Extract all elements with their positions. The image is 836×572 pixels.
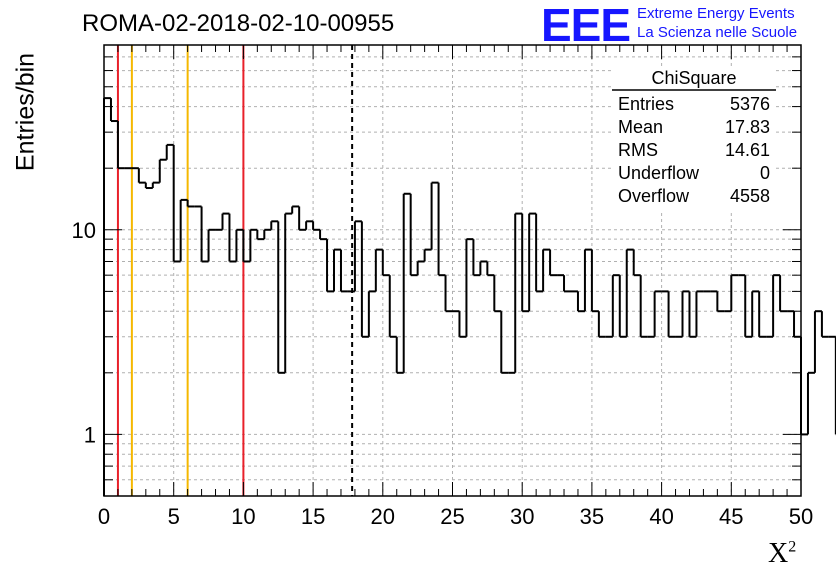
x-tick-label: 20 xyxy=(371,504,395,529)
x-tick-label: 40 xyxy=(649,504,673,529)
stats-row-label: Entries xyxy=(618,94,674,114)
y-tick-label: 10 xyxy=(72,218,96,243)
x-axis: 0 5 10 15 20 25 30 35 40 45 50 xyxy=(98,45,813,529)
x-tick-label: 15 xyxy=(301,504,325,529)
stats-row-label: RMS xyxy=(618,140,658,160)
logo-subtitle-line1: Extreme Energy Events xyxy=(637,5,795,22)
stats-row-value: 4558 xyxy=(730,186,770,206)
x-tick-label: 50 xyxy=(789,504,813,529)
stats-box: ChiSquare Entries 5376 Mean 17.83 RMS 14.61 Und… xyxy=(612,66,776,212)
stats-box-title: ChiSquare xyxy=(651,68,736,88)
stats-row-value: 0 xyxy=(760,163,770,183)
stats-row-label: Overflow xyxy=(618,186,690,206)
x-tick-label: 30 xyxy=(510,504,534,529)
stats-row-label: Underflow xyxy=(618,163,700,183)
stats-row-value: 14.61 xyxy=(725,140,770,160)
x-tick-label: 35 xyxy=(580,504,604,529)
y-axis: 1 10 xyxy=(72,44,801,497)
x-tick-label: 45 xyxy=(719,504,743,529)
x-tick-label: 0 xyxy=(98,504,110,529)
y-tick-label: 1 xyxy=(84,422,96,447)
eee-logo: EEE xyxy=(541,0,631,51)
page-title: ROMA-02-2018-02-10-00955 xyxy=(82,10,395,37)
x-axis-label-base: X xyxy=(768,538,789,569)
stats-row-value: 17.83 xyxy=(725,117,770,137)
x-axis-label: X2 xyxy=(768,538,796,570)
logo-subtitle-line2: La Scienza nelle Scuole xyxy=(637,24,798,41)
stats-row-value: 5376 xyxy=(730,94,770,114)
x-tick-label: 10 xyxy=(231,504,255,529)
x-tick-label: 25 xyxy=(440,504,464,529)
x-tick-label: 5 xyxy=(168,504,180,529)
grid-lines xyxy=(104,45,801,496)
x-axis-label-superscript: 2 xyxy=(788,538,797,556)
stats-row-label: Mean xyxy=(618,117,663,137)
